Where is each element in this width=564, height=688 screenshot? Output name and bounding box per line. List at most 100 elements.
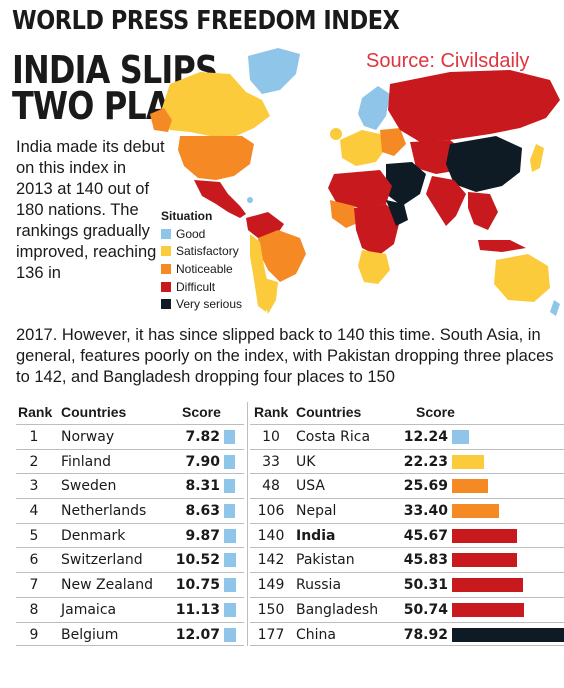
score-bar [452,578,524,593]
legend-item-very-serious: Very serious [161,295,242,313]
table-row: 2 Finland 7.90 [16,448,244,474]
score-cell: 10.52 [175,552,220,569]
country-cell: Norway [61,429,115,445]
rank-cell: 33 [262,453,280,470]
table-row: 5 Denmark 9.87 [16,522,244,548]
rank-cell: 142 [257,552,285,569]
source-label: Source: Civilsdaily [366,50,530,72]
table-row: 177 China 78.92 [250,621,564,647]
country-cell: UK [296,453,316,470]
map-indonesia [478,240,526,252]
column-header-rank: Rank [254,404,289,420]
score-bar [224,479,236,494]
country-cell: Bangladesh [296,601,379,618]
country-cell: Costa Rica [296,429,371,445]
table-row: 7 New Zealand 10.75 [16,572,244,597]
country-cell: Jamaica [61,601,117,618]
map-west-africa [330,200,360,228]
country-cell: Finland [61,453,112,470]
rank-cell: 48 [262,478,280,495]
rank-cell: 140 [257,527,285,544]
map-greenland [248,48,300,94]
score-bar [224,430,235,444]
score-cell: 50.74 [403,601,448,618]
map-usa [178,136,254,180]
country-cell: India [296,527,336,544]
score-bar [452,602,524,617]
table-row: 142 Pakistan 45.83 [250,547,564,572]
map-north-africa [328,170,392,208]
rank-cell: 8 [29,601,39,618]
country-cell: Pakistan [296,552,355,569]
score-bar [224,627,237,642]
table-row: 9 Belgium 12.07 [16,621,244,647]
legend-item-noticeable: Noticeable [161,260,242,278]
country-cell: Netherlands [61,503,147,520]
map-argentina [264,278,278,314]
map-middle-east [386,162,426,206]
map-australia [494,254,550,302]
map-uk [330,128,342,140]
table-row: 8 Jamaica 11.13 [16,596,244,622]
score-bar [224,602,236,617]
score-cell: 7.82 [185,429,220,445]
world-map-icon [150,48,560,316]
rank-cell: 10 [262,429,280,445]
score-cell: 7.90 [185,453,220,470]
score-bar [452,479,489,494]
ranking-table-left: Rank Countries Score 1 Norway 7.82 2 Finland… [16,402,244,647]
ranking-table-right: Rank Countries Score 10 Costa Rica 12.24 33… [250,402,564,647]
table-row: 106 Nepal 33.40 [250,498,564,523]
score-bar [452,454,484,469]
table-rows: 10 Costa Rica 12.24 33 UK 22.23 48 USA 25.69 106 N… [250,424,564,647]
table-row: 10 Costa Rica 12.24 [250,424,564,449]
score-cell: 22.23 [403,453,448,470]
score-bar [452,504,500,519]
score-cell: 12.24 [403,429,448,445]
country-cell: China [296,626,336,643]
map-central-america [194,180,246,218]
table-row: 149 Russia 50.31 [250,572,564,597]
table-rows: 1 Norway 7.82 2 Finland 7.90 3 Sweden 8.31 4 Nethe… [16,424,244,647]
table-row: 140 India 45.67 [250,522,564,548]
column-header-rank: Rank [18,404,53,420]
score-cell: 50.31 [403,577,448,594]
score-bar [224,454,235,469]
rank-cell: 4 [29,503,39,520]
score-bar [224,528,236,543]
map-central-africa [354,204,400,256]
legend-label: Satisfactory [176,244,239,259]
rank-cell: 149 [257,577,285,594]
score-cell: 78.92 [403,626,448,643]
map-legend: Situation Good Satisfactory Noticeable D… [161,209,242,313]
column-header-countries: Countries [296,404,362,420]
map-caribbean [247,197,253,203]
score-cell: 10.75 [175,577,220,594]
rank-cell: 3 [29,478,39,495]
score-bar [224,553,236,568]
rank-cell: 7 [29,577,39,594]
table-row: 3 Sweden 8.31 [16,473,244,498]
country-cell: Nepal [296,503,337,520]
table-row: 150 Bangladesh 50.74 [250,596,564,622]
score-cell: 11.13 [175,601,220,618]
map-scandinavia [358,86,390,130]
legend-swatch-noticeable [161,263,171,274]
score-bar [452,430,470,444]
intro-text-continued: 2017. However, it has since slipped back… [16,326,554,386]
legend-item-satisfactory: Satisfactory [161,243,242,261]
map-southern-africa [358,250,390,284]
map-china [446,136,522,192]
legend-label: Noticeable [176,261,233,276]
legend-swatch-satisfactory [161,246,171,257]
rank-cell: 2 [29,453,39,470]
score-bar [452,528,517,543]
legend-label: Very serious [176,297,243,312]
column-header-score: Score [416,404,455,420]
map-japan [530,144,544,172]
rank-cell: 5 [29,527,39,544]
rank-cell: 1 [29,429,39,445]
column-header-score: Score [182,404,221,420]
rank-cell: 9 [29,626,39,643]
score-cell: 25.69 [403,478,448,495]
